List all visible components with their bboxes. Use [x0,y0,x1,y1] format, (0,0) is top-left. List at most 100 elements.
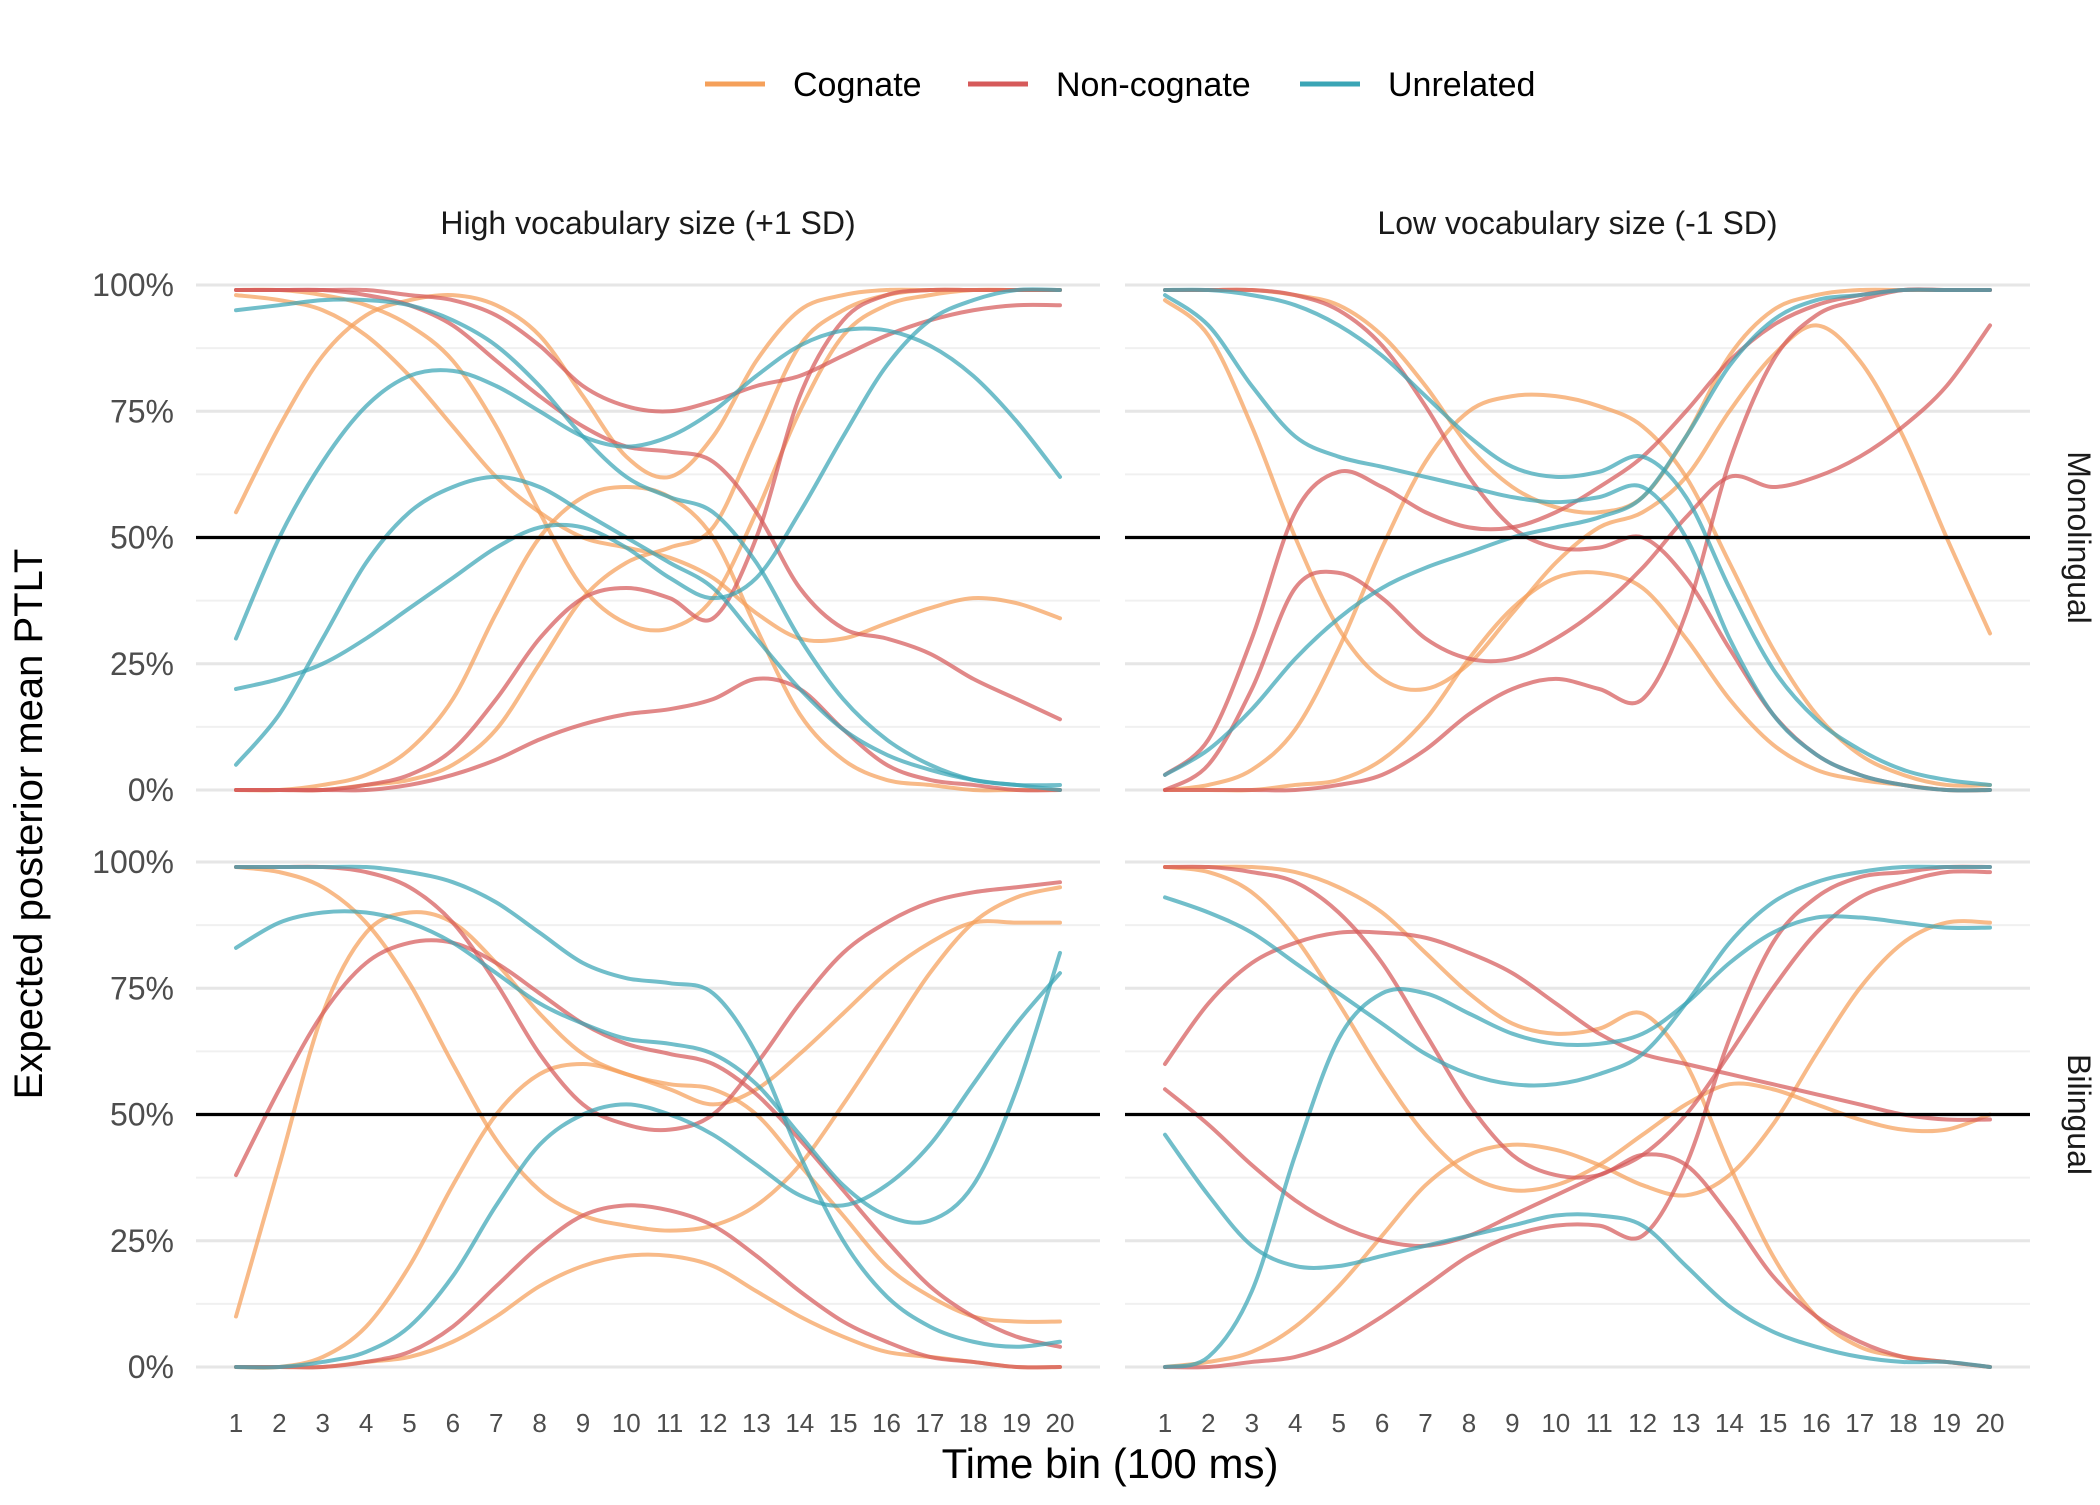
series-line-cognate [234,287,1062,515]
series-line-cognate [234,865,1062,1233]
series-line-unrelated [1163,864,1992,1088]
y-axes: 0% 25% 50% 75% 100% 0% 25% 50% 75% 100% [92,267,174,1385]
x-tick-label: 3 [316,1408,330,1438]
series-line-unrelated [1163,287,1992,787]
facet-panels [196,283,2030,1370]
series-line-non-cognate [1163,287,1992,793]
x-tick-label: 20 [1046,1408,1075,1438]
series-line-cognate [234,287,1062,793]
series-line-cognate [1163,298,1992,692]
x-tick-label: 19 [1932,1408,1961,1438]
series-line-non-cognate [1163,929,1992,1122]
x-tick-label: 13 [1672,1408,1701,1438]
x-tick-label: 14 [1715,1408,1744,1438]
x-tick-label: 1 [1158,1408,1172,1438]
x-tick-label: 9 [1505,1408,1519,1438]
facet-row-label: Monolingual [2061,451,2097,624]
x-tick-label: 5 [1331,1408,1345,1438]
y-tick-label: 75% [110,393,174,429]
panel-monolingual-high-vocab [196,283,1100,793]
panel-monolingual-low-vocab [1125,283,2030,793]
series-line-unrelated [234,474,1062,788]
series-line-non-cognate [1163,864,1992,1370]
x-axis-title: Time bin (100 ms) [942,1440,1279,1487]
facet-column-label: High vocabulary size (+1 SD) [440,205,855,241]
series-line-non-cognate [234,287,1062,793]
series-line-non-cognate [1163,869,1992,1248]
y-tick-label: 0% [128,772,174,808]
x-tick-label: 17 [915,1408,944,1438]
x-tick-label: 10 [612,1408,641,1438]
x-tick-label: 16 [872,1408,901,1438]
legend-item-non-cognate: Non-cognate [968,66,1251,104]
series-line-unrelated [1163,293,1992,793]
series-line-non-cognate [234,676,1062,793]
x-tick-label: 15 [829,1408,858,1438]
series-line-non-cognate [1163,287,1992,777]
y-tick-label: 75% [110,970,174,1006]
series-line-unrelated [234,297,1062,792]
y-tick-label: 50% [110,520,174,556]
series-line-cognate [234,1252,1062,1370]
series-line-unrelated [234,287,1062,691]
x-tick-label: 1 [229,1408,243,1438]
x-tick-label: 19 [1002,1408,1031,1438]
series-line-non-cognate [1163,864,1992,1369]
x-tick-label: 6 [1375,1408,1389,1438]
x-tick-label: 7 [1418,1408,1432,1438]
legend-label: Cognate [793,66,922,104]
series-line-non-cognate [234,938,1062,1349]
x-tick-label: 20 [1976,1408,2005,1438]
x-axes: 1 2 3 4 5 6 7 8 9 10 11 12 13 14 15 16 17 18 19 20 1 2 3 4 5 6 7 8 9… [229,1408,2005,1438]
x-tick-label: 12 [1628,1408,1657,1438]
x-tick-label: 10 [1541,1408,1570,1438]
series-line-cognate [234,910,1062,1324]
x-tick-label: 3 [1245,1408,1259,1438]
y-tick-label: 0% [128,1349,174,1385]
x-tick-label: 16 [1802,1408,1831,1438]
facet-row-label: Bilingual [2061,1054,2097,1175]
x-tick-label: 7 [489,1408,503,1438]
x-tick-label: 13 [742,1408,771,1438]
series-line-cognate [1163,865,1992,1193]
y-tick-label: 25% [110,646,174,682]
series-line-cognate [234,919,1062,1370]
panel-bilingual-high-vocab [196,860,1100,1370]
x-tick-label: 9 [576,1408,590,1438]
series-line-cognate [234,485,1062,793]
x-tick-label: 8 [532,1408,546,1438]
x-tick-label: 2 [272,1408,286,1438]
legend-item-unrelated: Unrelated [1300,66,1535,104]
x-tick-label: 14 [785,1408,814,1438]
x-tick-label: 12 [699,1408,728,1438]
series-line-unrelated [1163,1132,1992,1369]
x-tick-label: 15 [1758,1408,1787,1438]
panel-bilingual-low-vocab [1125,860,2030,1370]
series-line-cognate [1163,864,1992,1369]
series-line-non-cognate [234,1203,1062,1370]
legend: Cognate Non-cognate Unrelated [705,66,1535,104]
facet-strips: High vocabulary size (+1 SD) Low vocabula… [440,205,2097,1175]
series-line-unrelated [234,864,1062,1349]
series-line-cognate [1163,570,1992,793]
x-tick-label: 4 [359,1408,373,1438]
x-tick-label: 8 [1462,1408,1476,1438]
y-tick-label: 50% [110,1097,174,1133]
x-tick-label: 17 [1845,1408,1874,1438]
series-line-unrelated [234,971,1062,1370]
series-line-non-cognate [234,287,1062,722]
series-line-unrelated [234,909,1062,1225]
series-line-non-cognate [1163,323,1992,792]
x-tick-label: 11 [656,1408,683,1438]
legend-item-cognate: Cognate [705,66,922,104]
x-tick-label: 4 [1288,1408,1302,1438]
y-tick-label: 100% [92,844,174,880]
x-tick-label: 18 [1889,1408,1918,1438]
series-line-cognate [1163,919,1992,1369]
x-tick-label: 2 [1201,1408,1215,1438]
y-tick-label: 25% [110,1223,174,1259]
series-line-unrelated [234,326,1062,641]
series-line-cognate [234,287,1062,633]
